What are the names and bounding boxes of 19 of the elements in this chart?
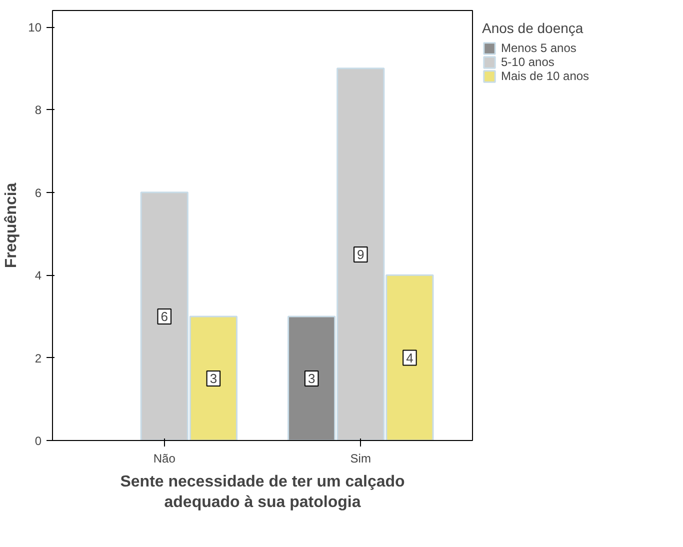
data-label: 4 (406, 350, 414, 366)
x-tick-label: Não (153, 452, 176, 466)
legend-label: Mais de 10 anos (501, 69, 590, 83)
y-axis-title: Frequência (3, 182, 20, 268)
y-tick-label: 2 (34, 351, 42, 366)
y-tick-label: 0 (34, 434, 42, 448)
x-axis-title: Sente necessidade de ter um calçado adequado à sua patologia (120, 474, 406, 511)
y-tick-label: 4 (34, 268, 42, 283)
legend-label: 5-10 anos (501, 55, 554, 69)
data-label: 3 (210, 370, 218, 386)
y-tick-label: 6 (34, 186, 42, 200)
data-label: 9 (357, 246, 364, 262)
x-tick-label: Sim (350, 452, 371, 466)
legend-title: Anos de doença (482, 20, 584, 36)
y-tick-label: 10 (28, 20, 42, 35)
legend-label: Menos 5 anos (501, 41, 576, 55)
data-label: 6 (160, 308, 168, 324)
data-label: 3 (308, 370, 316, 386)
y-tick-label: 8 (34, 103, 42, 118)
